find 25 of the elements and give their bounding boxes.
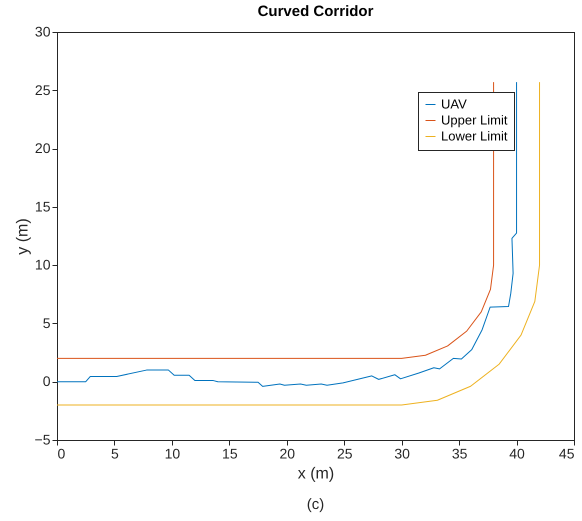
x-tick-label: 25 [336,446,353,462]
x-axis-title: x (m) [298,466,334,482]
legend-label: UAV [441,96,468,112]
y-tick-label: 0 [42,373,51,390]
y-tick-label: 5 [42,314,51,331]
x-tick-label: 0 [58,446,66,462]
y-tick-label: 30 [34,24,51,40]
legend-label: Upper Limit [441,112,508,128]
x-tick-label: 45 [558,446,575,462]
legend-label: Lower Limit [441,128,508,144]
y-tick-label: −5 [34,432,51,448]
y-tick-label: 20 [34,140,51,156]
x-tick-label: 10 [164,446,180,462]
chart-title: Curved Corridor [258,3,374,20]
x-tick-label: 35 [452,446,468,462]
y-tick-label: 15 [34,198,51,214]
x-tick-label: 15 [222,446,238,462]
y-tick-label: 10 [34,256,51,273]
y-axis-title: y (m) [14,218,32,255]
y-tick-label: 25 [34,82,51,98]
x-tick-label: 30 [394,446,410,462]
x-tick-label: 40 [509,446,526,462]
x-tick-label: 20 [279,446,296,462]
text: (c) [306,496,326,513]
x-tick-label: 5 [111,446,120,462]
